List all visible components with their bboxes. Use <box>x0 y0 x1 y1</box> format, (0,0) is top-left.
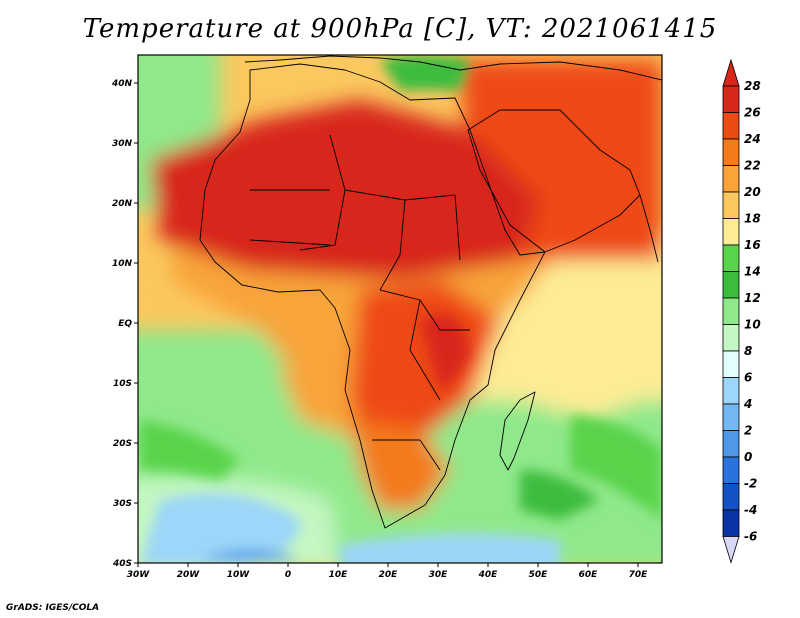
latitude-axis: 40N 30N 20N 10N EQ 10S 20S 30S 40S <box>111 79 138 569</box>
colorbar-label: 18 <box>744 212 761 226</box>
colorbar-label: -4 <box>744 503 757 517</box>
colorbar-label: 10 <box>744 318 761 332</box>
colorbar-swatch <box>722 138 740 166</box>
colorbar-label: 2 <box>744 424 752 438</box>
colorbar-top-arrow <box>722 58 740 87</box>
colorbar-label: 8 <box>744 344 752 358</box>
colorbar-swatch <box>722 403 740 431</box>
colorbar-label: 16 <box>744 238 761 252</box>
colorbar-bottom-arrow <box>722 536 740 564</box>
lon-tick-label: 20E <box>379 570 399 580</box>
lat-tick-label: 20S <box>113 439 132 449</box>
lat-tick-label: 40S <box>112 559 132 569</box>
colorbar-label: 24 <box>744 132 761 146</box>
africa-coastline <box>199 63 546 529</box>
colorbar-swatch <box>722 350 740 378</box>
colorbar-swatch <box>722 324 740 352</box>
lon-tick-label: 40E <box>478 570 499 580</box>
colorbar-label: 22 <box>744 159 761 173</box>
lon-tick-label: 10E <box>329 570 349 580</box>
lat-tick-label: 20N <box>112 199 133 209</box>
colorbar-label: 0 <box>744 450 752 464</box>
colorbar-label: 28 <box>744 79 761 93</box>
lon-tick-label: 50E <box>529 570 549 580</box>
colorbar-swatch <box>722 297 740 325</box>
india-coastline <box>639 194 659 263</box>
lon-tick-label: 70E <box>629 570 649 580</box>
map-title: Temperature at 900hPa [C], VT: 202106141… <box>82 14 718 44</box>
colorbar-swatch <box>722 191 740 219</box>
colorbar-label: 14 <box>744 265 761 279</box>
colorbar-swatch <box>722 165 740 193</box>
lon-tick-label: 10W <box>227 570 251 580</box>
colorbar-swatch <box>722 483 740 511</box>
colorbar-swatch <box>722 244 740 272</box>
colorbar-swatch <box>722 456 740 484</box>
coastlines <box>199 55 662 529</box>
colorbar-label: 6 <box>744 371 752 385</box>
colorbar-swatch <box>722 112 740 140</box>
lat-tick-label: 30S <box>113 499 132 509</box>
colorbar-label: 26 <box>744 106 761 120</box>
credit-label: GrADS: IGES/COLA <box>6 603 100 613</box>
colorbar-label: -2 <box>744 477 757 491</box>
arabia-coastline <box>467 109 641 253</box>
longitude-axis: 30W 20W 10W 0 10E 20E 30E 40E 50E 60E 70E <box>127 563 648 580</box>
lon-tick-label: 30W <box>127 570 151 580</box>
colorbar-label: 12 <box>744 291 761 305</box>
lon-tick-label: 20W <box>177 570 201 580</box>
borders <box>249 134 470 471</box>
lon-tick-label: 0 <box>285 570 291 580</box>
map-frame <box>137 54 663 564</box>
colorbar-label: -6 <box>744 530 757 544</box>
colorbar-swatch <box>722 377 740 405</box>
lat-tick-label: 30N <box>112 139 133 149</box>
colorbar-swatch <box>722 85 740 113</box>
colorbar-label: 20 <box>744 185 761 199</box>
europe-coastline <box>244 55 662 81</box>
lat-tick-label: 10S <box>113 379 132 389</box>
colorbar-swatch <box>722 430 740 458</box>
colorbar-swatch <box>722 218 740 246</box>
lat-tick-label: 10N <box>112 259 133 269</box>
madagascar-coastline <box>499 391 536 471</box>
temperature-field <box>138 55 662 563</box>
lon-tick-label: 60E <box>579 570 599 580</box>
colorbar-label: 4 <box>743 397 752 411</box>
lat-tick-label: EQ <box>118 319 132 329</box>
lat-tick-label: 40N <box>111 79 133 89</box>
colorbar-swatch <box>722 509 740 537</box>
lon-tick-label: 30E <box>429 570 449 580</box>
colorbar-swatch <box>722 271 740 299</box>
